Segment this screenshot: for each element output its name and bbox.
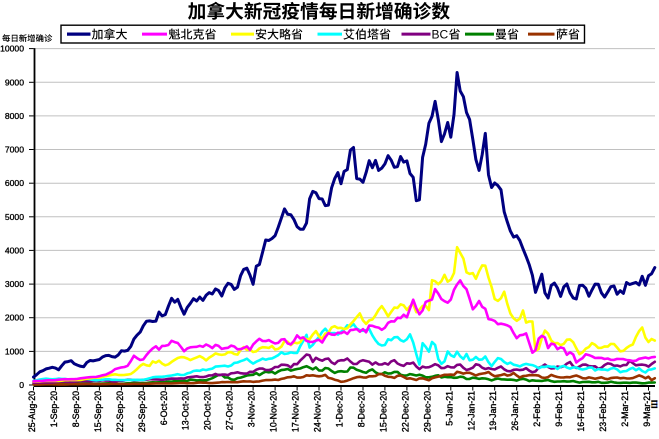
svg-text:BC: BC <box>432 28 449 42</box>
svg-text:15-Dec-20: 15-Dec-20 <box>378 391 388 432</box>
svg-text:6-Oct-20: 6-Oct-20 <box>159 391 169 425</box>
svg-text:29-Dec-20: 29-Dec-20 <box>422 391 432 432</box>
svg-text:16-Feb-21: 16-Feb-21 <box>576 391 586 432</box>
svg-text:23-Feb-21: 23-Feb-21 <box>598 391 608 432</box>
svg-text:9-Feb-21: 9-Feb-21 <box>554 391 564 427</box>
svg-text:4000: 4000 <box>5 245 24 255</box>
svg-text:3000: 3000 <box>5 279 24 289</box>
svg-text:9-Mar-21: 9-Mar-21 <box>642 391 652 427</box>
svg-text:17-Nov-20: 17-Nov-20 <box>291 391 301 432</box>
svg-text:25-Aug-20: 25-Aug-20 <box>27 391 37 432</box>
svg-text:15-Sep-20: 15-Sep-20 <box>93 391 103 432</box>
svg-text:20-Oct-20: 20-Oct-20 <box>203 391 213 430</box>
svg-text:27-Oct-20: 27-Oct-20 <box>225 391 235 430</box>
svg-text:3-Nov-20: 3-Nov-20 <box>247 391 257 427</box>
svg-text:22-Dec-20: 22-Dec-20 <box>400 391 410 432</box>
svg-text:9000: 9000 <box>5 77 24 87</box>
svg-text:2-Mar-21: 2-Mar-21 <box>620 391 630 427</box>
svg-text:8-Sep-20: 8-Sep-20 <box>71 391 81 427</box>
svg-text:6000: 6000 <box>5 178 24 188</box>
svg-text:26-Jan-21: 26-Jan-21 <box>510 391 520 431</box>
svg-text:5000: 5000 <box>5 212 24 222</box>
svg-text:2-Feb-21: 2-Feb-21 <box>532 391 542 427</box>
svg-text:10-Nov-20: 10-Nov-20 <box>269 391 279 432</box>
svg-text:29-Sep-20: 29-Sep-20 <box>137 391 147 432</box>
svg-text:24-Nov-20: 24-Nov-20 <box>313 391 323 432</box>
svg-text:22-Sep-20: 22-Sep-20 <box>115 391 125 432</box>
svg-text:8000: 8000 <box>5 111 24 121</box>
svg-text:2000: 2000 <box>5 313 24 323</box>
svg-text:0: 0 <box>19 380 24 390</box>
svg-text:5-Jan-21: 5-Jan-21 <box>444 391 454 426</box>
svg-text:10000: 10000 <box>0 44 24 54</box>
svg-text:1-Sep-20: 1-Sep-20 <box>49 391 59 427</box>
svg-text:1000: 1000 <box>5 346 24 356</box>
svg-text:1-Dec-20: 1-Dec-20 <box>335 391 345 427</box>
svg-text:8-Dec-20: 8-Dec-20 <box>357 391 367 427</box>
svg-text:12-Jan-21: 12-Jan-21 <box>466 391 476 431</box>
svg-text:13-Oct-20: 13-Oct-20 <box>181 391 191 430</box>
svg-text:19-Jan-21: 19-Jan-21 <box>488 391 498 431</box>
svg-text:7000: 7000 <box>5 145 24 155</box>
